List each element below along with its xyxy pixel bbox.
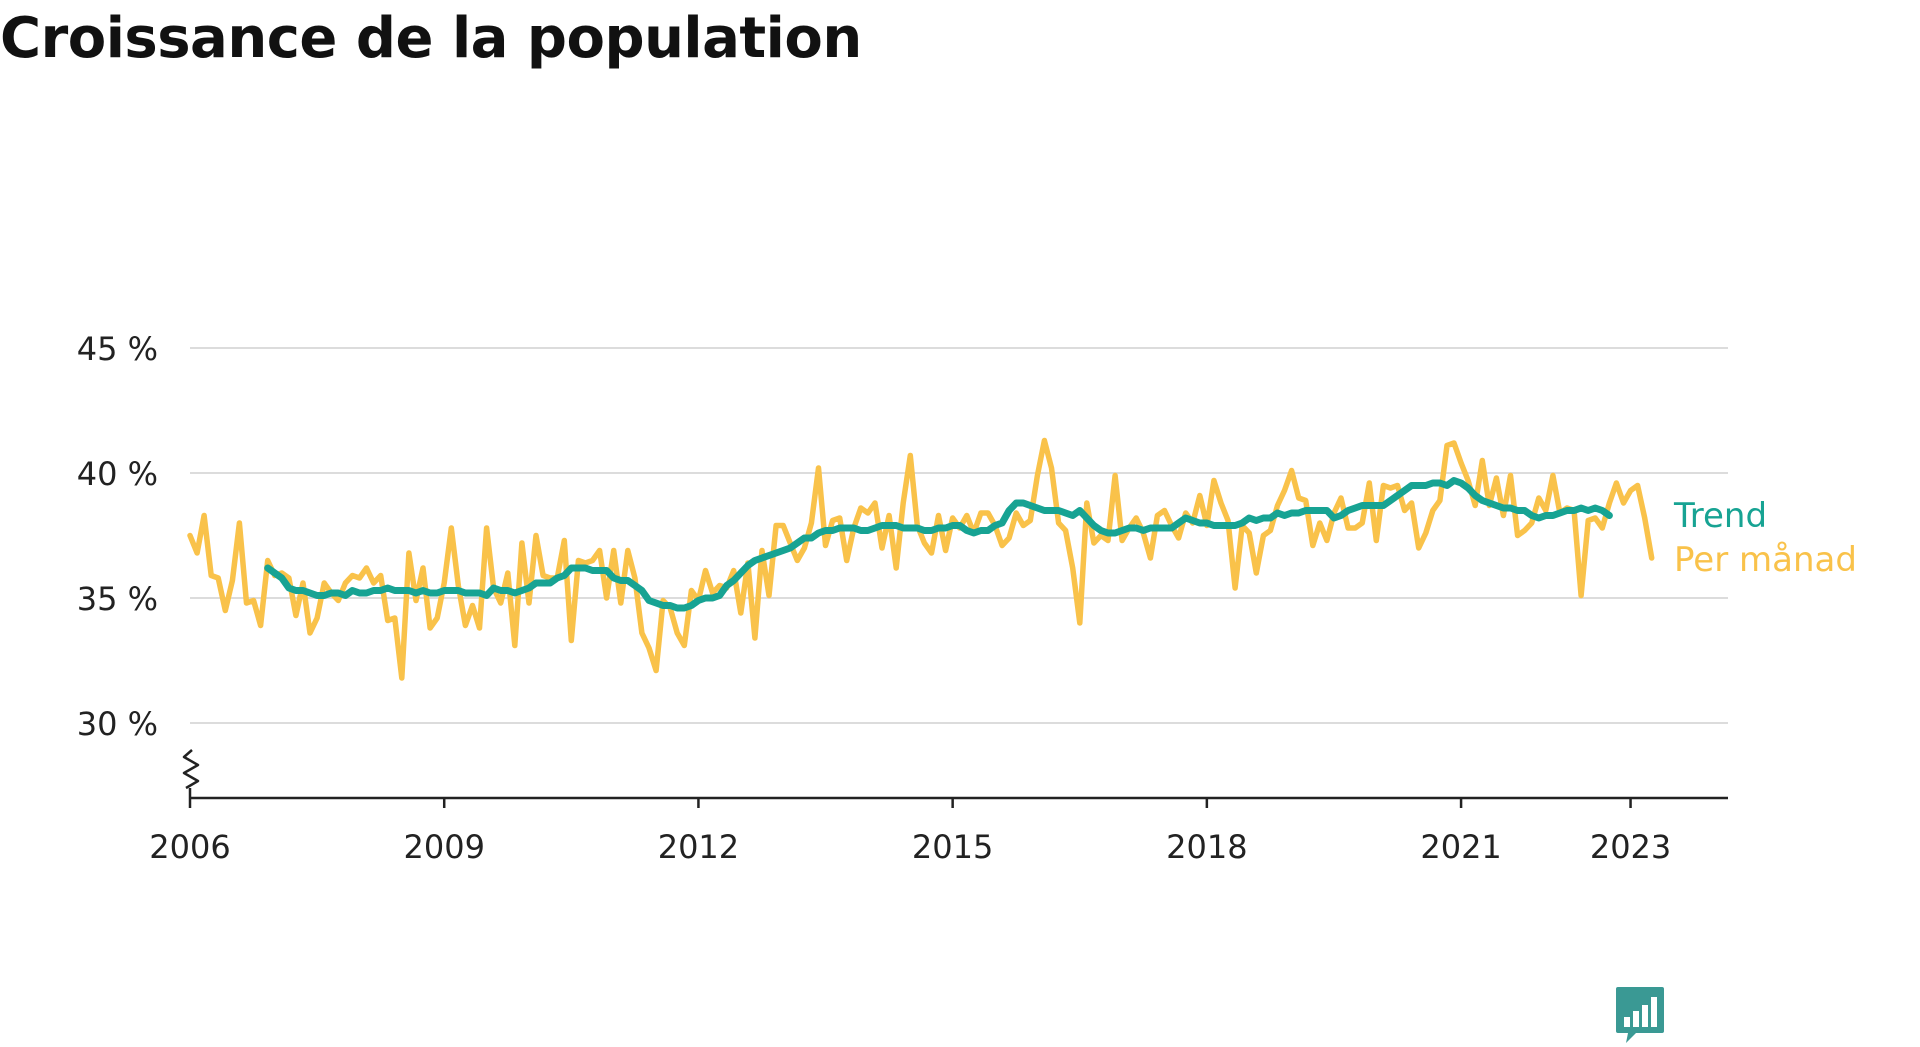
brand-logo	[1614, 985, 1680, 1047]
series-lines	[187, 437, 1655, 681]
x-tick-label: 2006	[149, 828, 230, 866]
x-tick-label: 2012	[658, 828, 739, 866]
x-tick-label: 2023	[1590, 828, 1671, 866]
chart-title: Croissance de la population	[0, 6, 862, 71]
monthly-line	[187, 437, 1655, 681]
y-tick-label: 35 %	[77, 580, 158, 618]
x-tick-labels: 2006 2009 2012 2015 2018 2021 2023	[149, 828, 1671, 866]
trend-line	[264, 477, 1613, 612]
x-tick-label: 2018	[1166, 828, 1247, 866]
x-tick-label: 2015	[912, 828, 993, 866]
y-tick-label: 40 %	[77, 455, 158, 493]
monthly-label: Per månad	[1674, 540, 1857, 580]
y-grid	[190, 347, 1728, 724]
bar-chart-speech-icon	[1616, 987, 1664, 1043]
trend-label: Trend	[1673, 496, 1767, 536]
y-tick-label: 30 %	[77, 705, 158, 743]
y-tick-label: 45 %	[77, 330, 158, 368]
x-axis	[182, 749, 1728, 808]
x-tick-label: 2021	[1420, 828, 1501, 866]
y-tick-labels: 30 % 35 % 40 % 45 %	[77, 330, 158, 743]
x-tick-label: 2009	[403, 828, 484, 866]
axis-break-icon	[182, 749, 200, 790]
